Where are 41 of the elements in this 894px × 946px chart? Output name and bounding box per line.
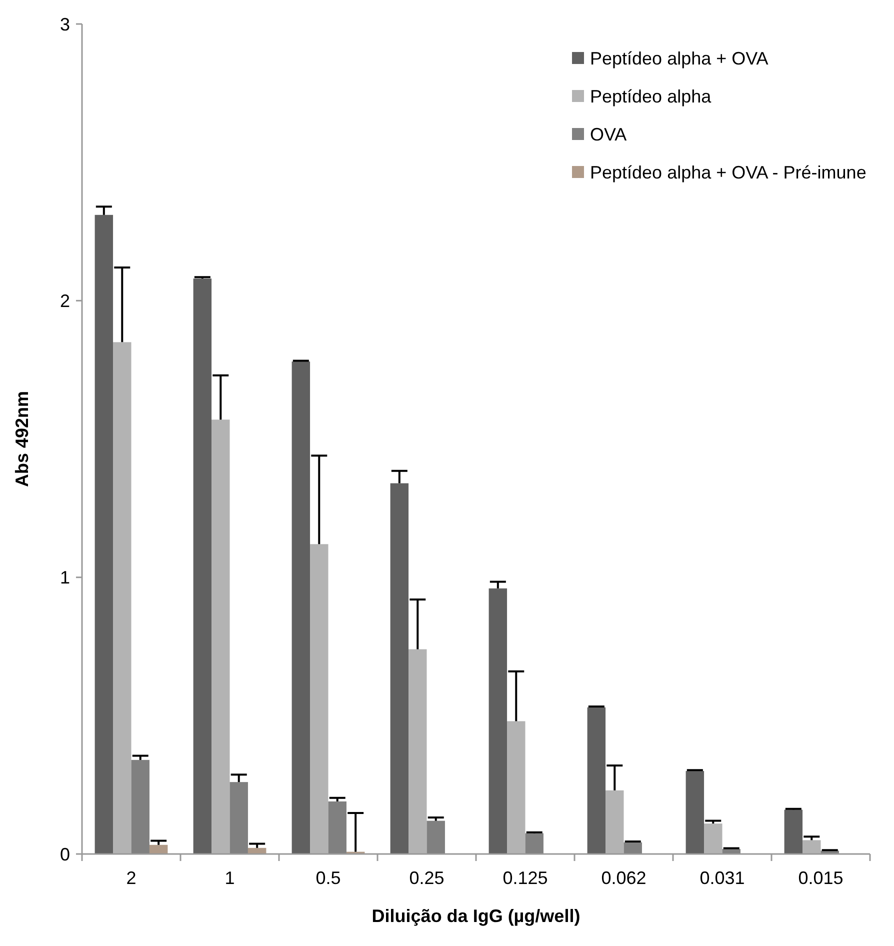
bar xyxy=(686,771,704,854)
legend-label: Peptídeo alpha + OVA xyxy=(590,48,768,68)
x-tick-label: 1 xyxy=(224,868,235,888)
x-tick-label: 0.031 xyxy=(700,868,745,888)
bar xyxy=(525,833,544,854)
bar xyxy=(193,278,212,854)
x-tick-label: 0.015 xyxy=(798,868,844,888)
bar xyxy=(802,840,821,854)
bar xyxy=(784,810,803,854)
x-tick-label: 0.5 xyxy=(316,868,341,888)
y-axis-title: Abs 492nm xyxy=(12,390,32,488)
y-tick-label: 0 xyxy=(60,844,70,864)
y-tick-label: 2 xyxy=(60,290,70,311)
bar xyxy=(113,342,132,854)
x-tick-label: 0.25 xyxy=(409,868,444,888)
bar xyxy=(704,824,722,854)
bar xyxy=(606,790,624,854)
bar xyxy=(408,649,427,854)
bar xyxy=(488,588,508,854)
bar xyxy=(310,544,328,854)
y-tick-label: 1 xyxy=(60,568,70,588)
bar xyxy=(390,483,409,854)
bar xyxy=(131,760,150,854)
bar xyxy=(149,844,168,854)
x-tick-label: 0.125 xyxy=(502,868,548,888)
bar xyxy=(328,801,346,854)
bar xyxy=(94,214,114,854)
x-tick-label: 2 xyxy=(126,868,136,888)
bar xyxy=(292,362,310,854)
bar xyxy=(624,842,642,854)
bar xyxy=(230,782,248,854)
x-tick-label: 0.062 xyxy=(601,868,646,888)
bar xyxy=(507,721,526,854)
bar xyxy=(587,707,606,854)
bar xyxy=(426,820,445,854)
y-tick-label: 3 xyxy=(60,14,70,34)
bar xyxy=(212,420,230,854)
legend-label: Peptídeo alpha + OVA - Pré-imune xyxy=(590,162,866,182)
legend-label: OVA xyxy=(590,124,627,144)
legend-label: Peptídeo alpha xyxy=(590,86,712,106)
x-axis-title: Diluição da IgG (µg/well) xyxy=(372,906,580,926)
